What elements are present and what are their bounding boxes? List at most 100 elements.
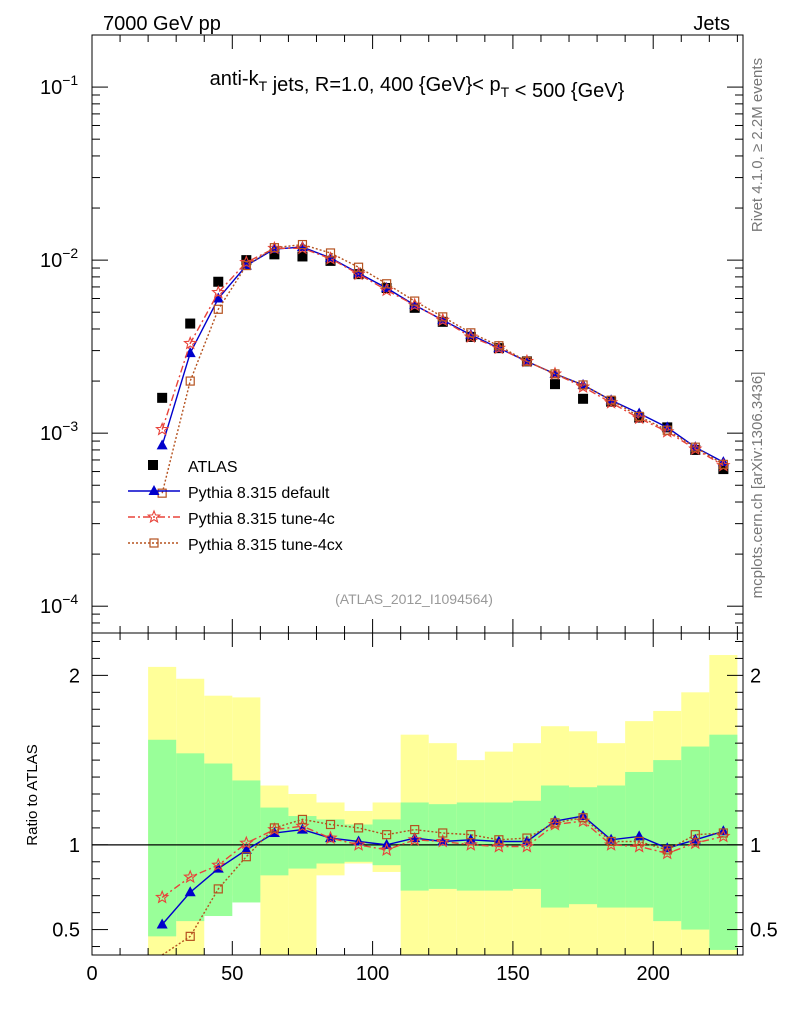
ratio-pythia-8-315-tune-4c-point: [211, 857, 226, 872]
main-ytick-labels: 10−4 10−3 10−2 10−1: [40, 72, 78, 618]
ratio-pythia-8-315-tune-4cx-point: [634, 836, 644, 847]
ratio-pythia-8-315-tune-4cx-point: [550, 818, 560, 828]
ratio-plot-marks: [155, 810, 731, 956]
ratio-pythia-8-315-tune-4c-point: [435, 833, 450, 848]
ratio-pythia-8-315-default-point: [240, 843, 252, 854]
main-pythia-8-315-tune-4cx-point: [241, 260, 251, 271]
ratio-pythia-8-315-tune-4cx-point: [382, 830, 392, 840]
ratio-pythia-8-315-tune-4c-point: [351, 837, 366, 851]
main-pythia-8-315-tune-4cx-point: [325, 248, 336, 258]
xtick-labels: 0 50 100 150 200: [86, 963, 669, 985]
main-pythia-8-315-tune-4c-point: [183, 335, 198, 350]
ratio-pythia-8-315-tune-4cx-point: [690, 830, 700, 840]
main-pythia-8-315-tune-4cx-point: [494, 341, 504, 351]
ratio-pythia-8-315-tune-4cx-point: [185, 931, 195, 941]
green-band-bin: [653, 760, 682, 922]
ratio-pythia-8-315-tune-4c-point: [379, 842, 394, 856]
ratio-pythia-8-315-tune-4c-line: [161, 820, 724, 898]
ratio-pythia-8-315-tune-4cx-point: [662, 845, 672, 855]
main-ytick-label: 10−4: [40, 591, 78, 618]
ratio-ytick-label-left: 2: [69, 665, 80, 687]
ratio-pythia-8-315-tune-4cx-line: [161, 816, 724, 956]
main-pythia-8-315-tune-4cx-point: [634, 411, 644, 421]
main-pythia-8-315-tune-4cx-point: [662, 425, 672, 435]
ratio-y-axis-label: Ratio to ATLAS: [24, 744, 41, 845]
ratio-pythia-8-315-tune-4c-point: [688, 835, 703, 850]
ratio-pythia-8-315-tune-4cx-point: [718, 828, 728, 838]
ratio-ytick-label-left: 1: [69, 835, 80, 857]
main-pythia-8-315-tune-4cx-point: [606, 395, 616, 405]
main-pythia-8-315-tune-4cx-point: [718, 459, 728, 469]
ratio-pythia-8-315-tune-4cx-point: [466, 830, 476, 840]
legend-entry-pythia-8-315-tune-4c: Pythia 8.315 tune-4c: [128, 509, 335, 528]
xtick-label: 50: [221, 963, 243, 985]
green-band-bin: [428, 804, 457, 889]
chart-title: anti-kT jets, R=1.0, 400 {GeV}< pT < 500…: [210, 68, 625, 102]
mcplots-source-label: mcplots.cern.ch [arXiv:1306.3436]: [749, 372, 766, 599]
green-band-bin: [569, 787, 598, 905]
main-ytick-label: 10−1: [40, 72, 78, 99]
green-band-bin: [260, 807, 289, 876]
ratio-pythia-8-315-tune-4cx-point: [606, 836, 616, 847]
main-panel: 10−4 10−3 10−2 10−1 anti-kT jets, R=1.0, 40…: [40, 34, 744, 634]
ratio-pythia-8-315-tune-4cx-point: [494, 835, 504, 845]
process-label: Jets: [693, 13, 730, 35]
main-atlas-point: [297, 251, 308, 262]
main-pythia-8-315-tune-4cx-point: [522, 356, 532, 366]
ratio-pythia-8-315-tune-4cx-point: [578, 813, 588, 823]
ratio-pythia-8-315-tune-4c-point: [239, 835, 254, 850]
ratio-pythia-8-315-tune-4cx-point: [297, 814, 308, 825]
main-pythia-8-315-default-point: [577, 378, 589, 389]
main-pythia-8-315-default-point: [184, 347, 196, 358]
main-atlas-point: [185, 318, 196, 329]
main-pythia-8-315-default-point: [212, 292, 224, 303]
ratio-pythia-8-315-tune-4c-point: [155, 889, 170, 904]
legend-entry-atlas: ATLAS: [148, 459, 238, 476]
legend-marker: [148, 485, 160, 495]
xtick-label: 0: [86, 963, 97, 985]
green-band-bin: [597, 785, 626, 908]
ratio-pythia-8-315-tune-4cx-point: [325, 819, 336, 830]
main-pythia-8-315-tune-4cx-point: [690, 442, 700, 452]
uncertainty-bands: [148, 655, 738, 955]
main-pythia-8-315-tune-4cx-point: [550, 369, 560, 379]
main-pythia-8-315-tune-4cx-point: [382, 279, 392, 289]
ratio-ytick-label-right: 1: [750, 835, 761, 857]
green-band-bin: [204, 763, 233, 917]
legend-marker: [148, 460, 158, 470]
legend-marker: [149, 538, 159, 548]
ratio-pythia-8-315-tune-4c-point: [183, 869, 198, 884]
main-atlas-point: [718, 464, 729, 475]
legend-label: ATLAS: [188, 459, 238, 476]
main-plot-marks: [155, 239, 731, 498]
ratio-pythia-8-315-tune-4cx-point: [213, 884, 223, 894]
ratio-ytick-label-right: 0.5: [750, 920, 778, 942]
green-band-bin: [400, 802, 429, 891]
ratio-pythia-8-315-default-point: [184, 886, 196, 897]
green-band-bin: [540, 785, 570, 908]
beam-label: 7000 GeV pp: [103, 13, 221, 35]
legend-label: Pythia 8.315 tune-4cx: [188, 537, 343, 554]
legend: ATLAS Pythia 8.315 default Pythia 8.315 tu…: [128, 459, 343, 554]
ratio-pythia-8-315-tune-4c-point: [295, 818, 310, 833]
main-atlas-point: [157, 392, 168, 403]
legend-label: Pythia 8.315 default: [188, 485, 330, 502]
ratio-ytick-label-left: 0.5: [52, 920, 80, 942]
main-atlas-point: [549, 379, 560, 390]
main-pythia-8-315-default-point: [605, 394, 617, 405]
main-pythia-8-315-default-line: [161, 246, 724, 463]
main-pythia-8-315-tune-4cx-point: [410, 296, 420, 306]
ratio-pythia-8-315-tune-4cx-point: [269, 823, 279, 833]
main-ytick-label: 10−3: [40, 418, 78, 445]
xtick-label: 100: [356, 963, 389, 985]
xtick-label: 200: [637, 963, 670, 985]
analysis-id: (ATLAS_2012_I1094564): [335, 591, 493, 607]
main-pythia-8-315-default-point: [156, 439, 168, 450]
main-pythia-8-315-tune-4c-line: [161, 247, 724, 467]
main-atlas-point: [578, 393, 589, 404]
main-axis-ticks: [91, 34, 743, 634]
ratio-pythia-8-315-tune-4c-point: [323, 830, 338, 845]
main-ytick-label: 10−2: [40, 245, 78, 272]
ratio-pythia-8-315-tune-4c-point: [519, 839, 535, 853]
